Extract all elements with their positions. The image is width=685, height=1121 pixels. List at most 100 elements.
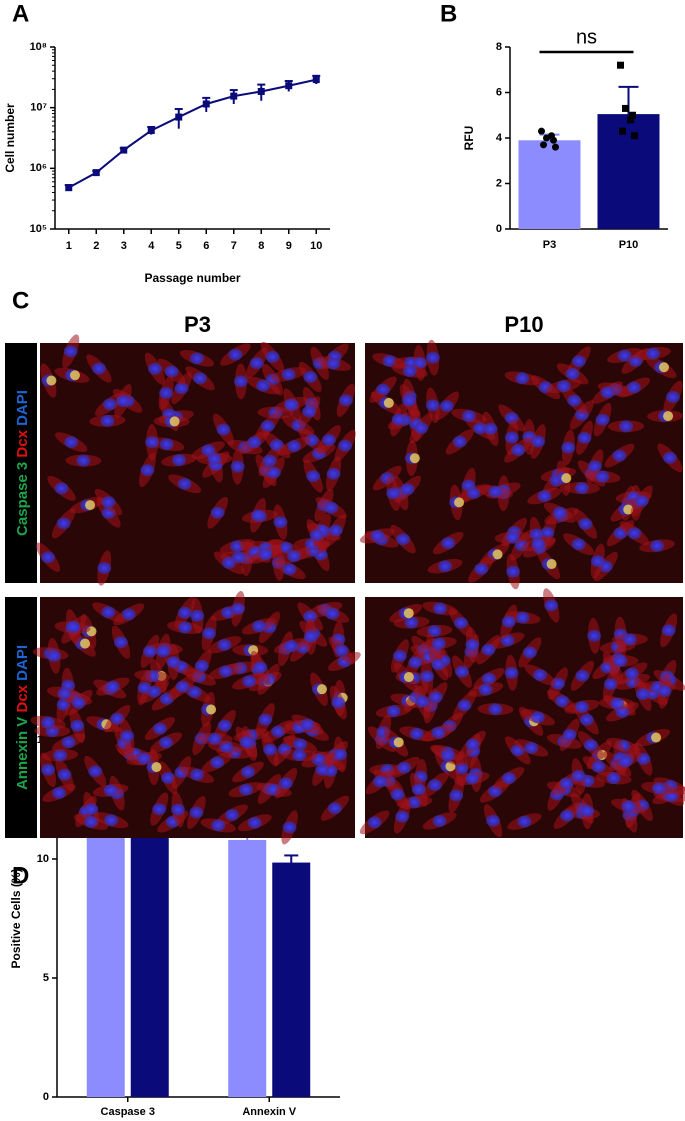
nucleus (457, 699, 472, 712)
nucleus (303, 610, 318, 623)
nucleus (190, 609, 205, 622)
nucleus (441, 537, 456, 550)
nucleus (116, 394, 131, 407)
nucleus (338, 394, 353, 407)
x-tick-label: Annexin V (242, 1106, 296, 1118)
nucleus (488, 703, 503, 716)
nucleus (440, 749, 455, 762)
marker (120, 146, 128, 154)
data-point (540, 141, 547, 149)
nucleus (574, 482, 589, 495)
apoptotic-cell (623, 504, 634, 515)
x-tick-label: 9 (286, 240, 292, 252)
panel-label: D (12, 862, 29, 889)
nucleus (187, 686, 202, 699)
nucleus (465, 738, 480, 751)
nucleus (292, 749, 307, 762)
nucleus (427, 624, 442, 637)
nucleus (247, 436, 262, 449)
nucleus (338, 439, 353, 452)
nucleus (211, 819, 226, 832)
row-label: Annexin V Dcx DAPI (14, 645, 31, 790)
nucleus (560, 809, 575, 822)
nucleus (414, 422, 429, 435)
nucleus (431, 726, 446, 739)
nucleus (606, 772, 621, 785)
nucleus (170, 803, 185, 816)
nucleus (88, 765, 103, 778)
apoptotic-cell (393, 737, 404, 748)
nucleus (177, 477, 192, 490)
micrograph (35, 334, 356, 586)
nucleus (624, 667, 639, 680)
nucleus (555, 695, 570, 708)
nucleus (178, 621, 193, 634)
x-tick-label: 3 (121, 240, 127, 252)
data-point (619, 127, 626, 135)
nucleus (189, 768, 204, 781)
nucleus (76, 454, 91, 467)
column-label: P10 (504, 312, 543, 337)
nucleus (420, 670, 435, 683)
nucleus (52, 786, 67, 799)
nucleus (328, 524, 343, 537)
nucleus (530, 711, 545, 724)
nucleus (271, 725, 286, 738)
y-tick-label: 10⁵ (30, 223, 47, 235)
nucleus (392, 649, 407, 662)
nucleus (483, 422, 498, 435)
nucleus (166, 656, 181, 669)
nucleus (627, 527, 642, 540)
nucleus (152, 803, 167, 816)
nucleus (240, 765, 255, 778)
data-point (617, 61, 624, 69)
nucleus (321, 433, 336, 446)
nucleus (84, 803, 99, 816)
nucleus (402, 364, 417, 377)
nucleus (612, 449, 627, 462)
nucleus (225, 808, 240, 821)
nucleus (140, 464, 155, 477)
apoptotic-cell (85, 500, 96, 511)
nucleus (210, 756, 225, 769)
nucleus (120, 730, 135, 743)
nucleus (453, 616, 468, 629)
nucleus (646, 347, 661, 360)
nucleus (53, 749, 68, 762)
marker (175, 113, 183, 121)
nucleus (91, 362, 106, 375)
nucleus (306, 470, 321, 483)
nucleus (577, 431, 592, 444)
column-label: P3 (184, 312, 211, 337)
nucleus (189, 352, 204, 365)
nucleus (650, 539, 665, 552)
nucleus (619, 420, 634, 433)
nucleus (662, 451, 677, 464)
data-point (622, 104, 629, 112)
nucleus (228, 348, 243, 361)
nucleus (622, 633, 637, 646)
panel-label: B (440, 0, 457, 27)
nucleus (621, 800, 636, 813)
nucleus (531, 435, 546, 448)
nucleus (159, 736, 174, 749)
marker (65, 184, 73, 192)
panel-label: C (12, 287, 29, 314)
nucleus (478, 683, 493, 696)
nucleus (61, 736, 76, 749)
nucleus (202, 627, 217, 640)
nucleus (253, 661, 268, 674)
apoptotic-cell (206, 704, 217, 715)
nucleus (661, 624, 676, 637)
nucleus (370, 529, 385, 542)
x-tick-label: 4 (148, 240, 155, 252)
nucleus (432, 602, 447, 615)
y-tick-label: 0 (496, 223, 502, 235)
nucleus (189, 806, 204, 819)
apoptotic-cell (492, 549, 503, 560)
nucleus (486, 814, 501, 827)
nucleus (57, 687, 72, 700)
nucleus (249, 357, 264, 370)
nucleus (233, 375, 248, 388)
nucleus (425, 399, 440, 412)
